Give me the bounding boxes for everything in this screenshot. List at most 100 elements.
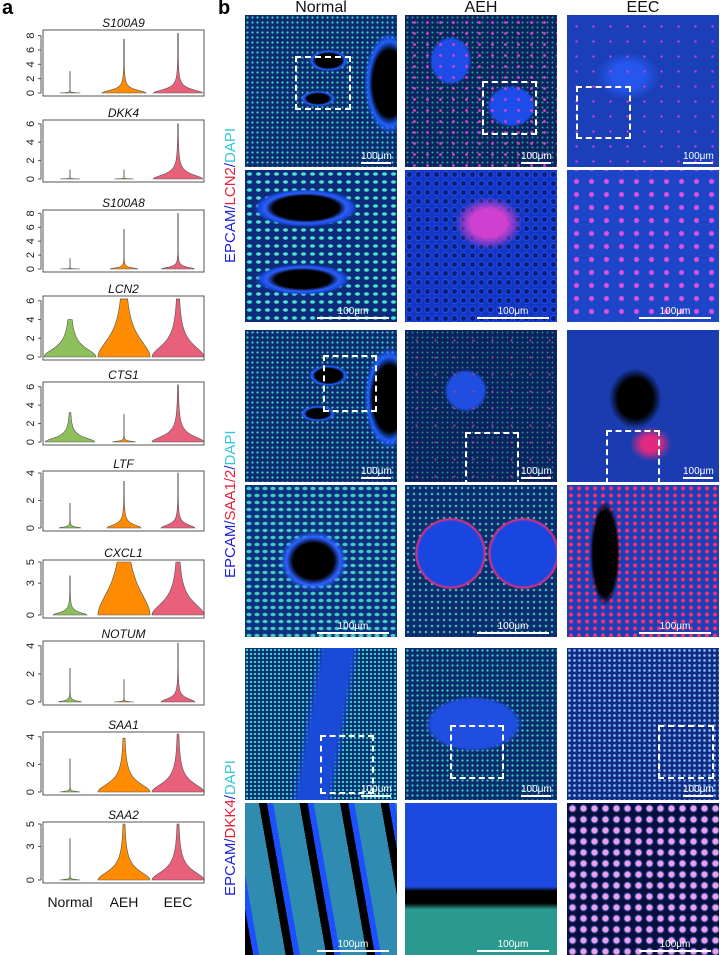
- zoomed-image-eec: 100μm: [567, 803, 719, 955]
- overview-image-aeh: 100μm: [405, 15, 557, 167]
- violin-eec: [160, 642, 196, 703]
- y-tick-label: 4: [25, 402, 37, 408]
- scale-bar-line: [639, 317, 711, 319]
- y-tick-label: 8: [25, 33, 37, 39]
- scale-bar-label: 100μm: [497, 939, 529, 950]
- violin-normal: [43, 319, 97, 358]
- y-tick-label: 2: [25, 497, 37, 503]
- violin-eec: [152, 123, 204, 180]
- violin-eec: [160, 472, 196, 529]
- scale-bar-line: [639, 950, 711, 952]
- violin-aeh: [97, 561, 151, 616]
- scale-bar: 100μm: [317, 939, 389, 952]
- zoom-region-box: [606, 430, 660, 482]
- gene-title: LCN2: [108, 282, 139, 296]
- plot-frame: [42, 821, 205, 884]
- y-tick-label: 2: [25, 761, 37, 767]
- scale-bar-line: [317, 317, 389, 319]
- scale-bar: 100μm: [361, 784, 392, 797]
- scale-bar-line: [521, 795, 551, 797]
- plot-frame: [42, 470, 205, 532]
- zoom-region-box: [323, 355, 377, 412]
- scale-bar-line: [639, 632, 711, 634]
- scale-bar: 100μm: [317, 621, 389, 634]
- violin-normal: [60, 258, 80, 270]
- overview-image-normal: 100μm: [245, 330, 397, 482]
- marker-part: DAPI: [222, 127, 239, 163]
- violin-aeh: [100, 38, 148, 94]
- zoom-region-box: [658, 725, 714, 779]
- violin-eec: [151, 823, 205, 881]
- scale-bar-label: 100μm: [659, 939, 691, 950]
- overview-image-eec: 100μm: [567, 15, 719, 167]
- scale-bar-line: [521, 477, 551, 479]
- plot-frame: [42, 640, 205, 706]
- stain-marker-label: EPCAM/SAA1/2/DAPI: [222, 430, 239, 578]
- violin-eec: [151, 384, 205, 443]
- marker-part: LCN2: [222, 167, 239, 206]
- scale-bar: 100μm: [639, 621, 711, 634]
- y-tick-label: 5: [25, 559, 37, 565]
- violin-plots: S100A9 0 2 4 6 8 DKK4 0 2 4 6 S100A8 0 2 4 6 8 LCN2 0 2 4 6 CT…: [25, 16, 205, 910]
- y-tick-label: 2: [25, 158, 37, 164]
- panel-a-label: a: [2, 0, 14, 19]
- y-tick-label: 0: [25, 176, 37, 182]
- zoom-region-box: [295, 56, 351, 110]
- scale-bar-label: 100μm: [683, 466, 714, 477]
- overview-image-eec: 100μm: [567, 648, 719, 800]
- scale-bar: 100μm: [639, 306, 711, 319]
- zoomed-image-eec: 100μm: [567, 170, 719, 322]
- scale-bar: 100μm: [683, 466, 714, 479]
- violin-eec: [152, 33, 204, 94]
- column-header-eec: EEC: [626, 0, 660, 16]
- scale-bar-label: 100μm: [337, 939, 369, 950]
- violin-eec: [151, 561, 205, 616]
- scale-bar-label: 100μm: [361, 466, 392, 477]
- plot-frame: [42, 29, 205, 97]
- column-header-normal: Normal: [295, 0, 347, 16]
- y-tick-label: 4: [25, 139, 37, 145]
- y-tick-label: 3: [25, 580, 37, 586]
- plot-frame: [42, 381, 205, 446]
- violin-normal: [59, 71, 81, 94]
- y-tick-label: 6: [25, 298, 37, 304]
- gene-title: SAA2: [108, 808, 139, 822]
- scale-bar: 100μm: [477, 939, 549, 952]
- y-tick-label: 8: [25, 210, 37, 216]
- gene-title: DKK4: [108, 106, 140, 120]
- y-tick-label: 2: [25, 671, 37, 677]
- marker-part: /: [222, 205, 239, 210]
- scale-bar: 100μm: [521, 151, 552, 164]
- scale-bar-label: 100μm: [361, 784, 392, 795]
- scale-bar: 100μm: [683, 784, 714, 797]
- y-tick-label: 0: [25, 612, 37, 618]
- marker-part: /: [222, 162, 239, 168]
- scale-bar: 100μm: [477, 306, 549, 319]
- violin-normal: [44, 412, 96, 443]
- violin-aeh: [112, 414, 136, 443]
- plot-frame: [42, 209, 205, 273]
- violin-normal: [59, 758, 81, 793]
- scale-bar-line: [477, 632, 549, 634]
- y-tick-label: 4: [25, 238, 37, 244]
- marker-part: SAA1/2: [222, 469, 239, 521]
- scale-bar-label: 100μm: [361, 151, 392, 162]
- scale-bar-line: [521, 162, 551, 164]
- marker-part: DAPI: [222, 760, 239, 796]
- scale-bar: 100μm: [683, 151, 714, 164]
- overview-image-normal: 100μm: [245, 15, 397, 167]
- scale-bar-label: 100μm: [521, 784, 552, 795]
- scale-bar-line: [361, 795, 391, 797]
- gene-title: NOTUM: [102, 627, 146, 641]
- y-tick-label: 2: [25, 335, 37, 341]
- scale-bar-label: 100μm: [497, 306, 529, 317]
- marker-part: /: [222, 838, 239, 843]
- scale-bar-label: 100μm: [683, 784, 714, 795]
- scale-bar: 100μm: [361, 151, 392, 164]
- scale-bar-line: [683, 162, 713, 164]
- y-tick-label: 6: [25, 47, 37, 53]
- y-tick-label: 5: [25, 821, 37, 827]
- plot-frame: [42, 559, 205, 619]
- overview-image-aeh: 100μm: [405, 330, 557, 482]
- y-tick-label: 2: [25, 76, 37, 82]
